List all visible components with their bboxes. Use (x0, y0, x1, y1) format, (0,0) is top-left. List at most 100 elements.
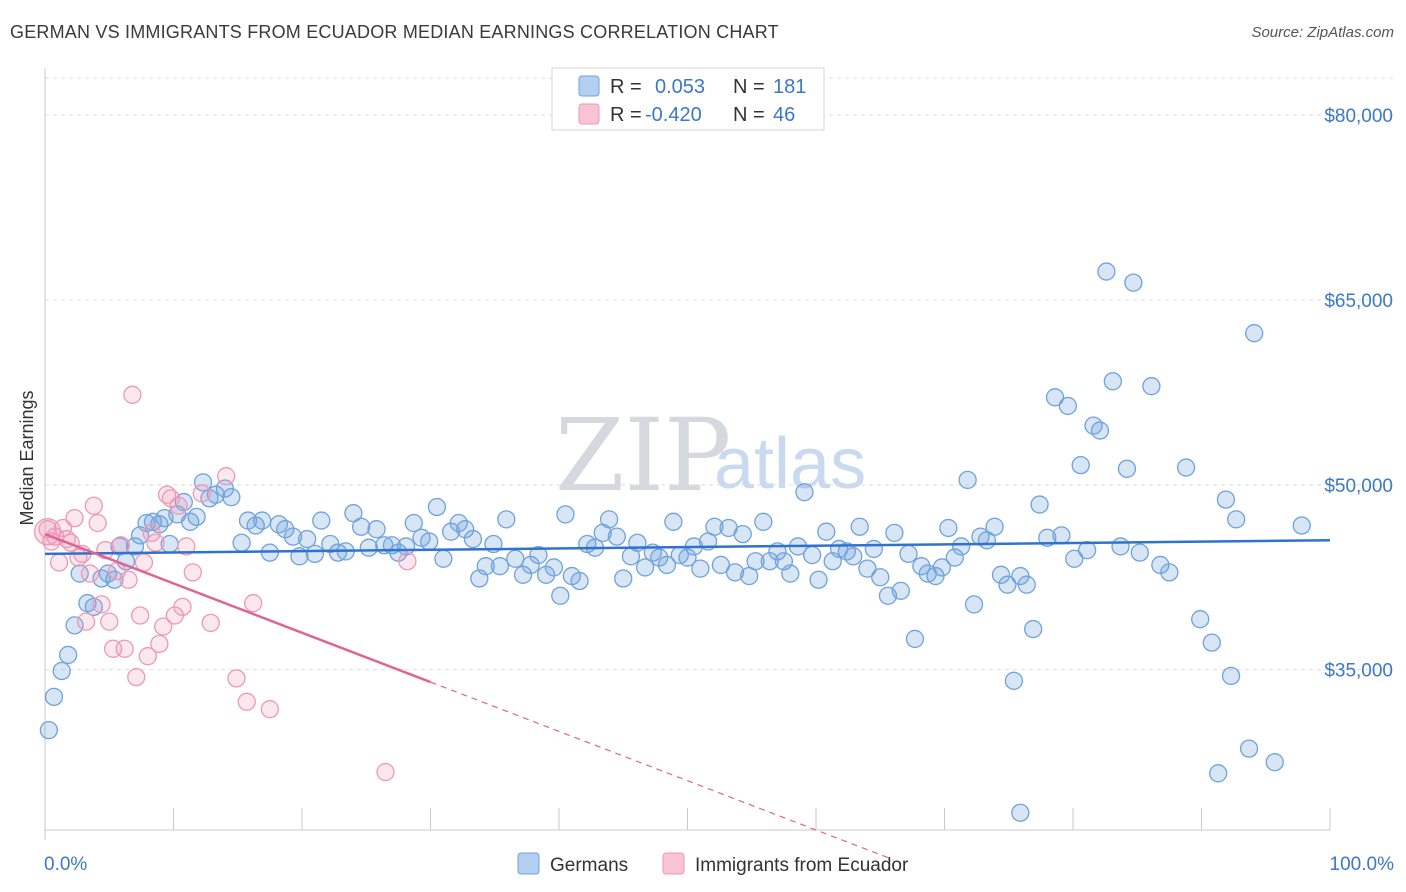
y-axis-label: Median Earnings (17, 390, 37, 525)
ecuador-point-4 (53, 518, 73, 538)
german-point-118 (871, 568, 890, 587)
german-point-108 (802, 545, 822, 565)
bottom-legend: Germans Immigrants from Ecuador (517, 852, 909, 876)
german-point-3 (58, 645, 78, 665)
ecuador-point-27 (142, 523, 161, 543)
ecuador-point-32 (161, 489, 181, 508)
german-point-142 (1030, 495, 1049, 514)
ecuador-point-10 (76, 612, 96, 631)
ecuador-point-38 (192, 484, 211, 503)
german-point-100 (746, 552, 765, 571)
german-point-72 (551, 586, 570, 605)
german-point-73 (556, 505, 575, 524)
legend-n-value-2: 46 (773, 104, 795, 126)
legend-r-label-2: R = (610, 104, 642, 126)
ecuador-point-24 (130, 606, 150, 625)
german-point-35 (276, 520, 295, 539)
german-point-130 (952, 537, 971, 556)
ecuador-point-28 (146, 533, 165, 552)
german-point-94 (705, 517, 724, 536)
ecuador-point-42 (237, 692, 256, 711)
x-max-label: 100.0% (1330, 854, 1395, 875)
german-point-105 (781, 564, 800, 583)
german-point-71 (544, 558, 564, 577)
ecuador-point-25 (134, 553, 154, 572)
bottom-legend-swatch-ecuador (662, 852, 685, 875)
ecuador-point-35 (173, 597, 192, 617)
ecuador-trend-line (44, 532, 431, 684)
legend: R = 0.053 N = 181 R = -0.420 N = 46 (551, 67, 825, 131)
german-point-79 (599, 510, 619, 529)
german-point-164 (1209, 764, 1228, 783)
ecuador-point-3 (49, 553, 69, 572)
ecuador-point-7 (65, 508, 84, 528)
watermark-atlas: atlas (714, 424, 866, 504)
german-point-87 (657, 555, 677, 575)
bottom-legend-ecuador: Immigrants from Ecuador (695, 855, 909, 876)
ecuador-point-30 (154, 617, 173, 636)
legend-n-label-2: N = (733, 104, 765, 126)
german-point-26 (206, 485, 226, 504)
german-point-136 (991, 565, 1011, 584)
legend-swatch-ecuador (578, 103, 600, 125)
ecuador-point-26 (138, 647, 157, 666)
german-point-65 (497, 510, 516, 529)
ecuador-point-19 (111, 536, 130, 555)
german-point-40 (312, 511, 331, 530)
german-point-86 (650, 548, 669, 567)
german-point-69 (529, 545, 548, 565)
german-point-38 (297, 529, 317, 549)
german-point-129 (945, 548, 964, 567)
german-point-127 (932, 558, 952, 577)
german-point-141 (1024, 619, 1043, 639)
y-tick-label-2: $65,000 (1324, 291, 1393, 312)
german-point-123 (905, 629, 925, 649)
german-point-70 (537, 565, 556, 584)
german-point-154 (1111, 537, 1130, 556)
german-point-167 (1227, 510, 1246, 529)
legend-r-label-1: R = (610, 76, 642, 98)
german-point-161 (1176, 458, 1196, 477)
german-point-169 (1245, 324, 1264, 343)
germans-trend-line (44, 539, 1331, 556)
german-point-120 (885, 523, 904, 543)
german-point-68 (521, 555, 540, 575)
german-point-28 (222, 487, 241, 507)
ecuador-point-39 (201, 613, 220, 633)
legend-n-value-1: 181 (773, 76, 806, 98)
german-point-0 (39, 720, 59, 740)
german-point-145 (1052, 526, 1071, 545)
german-point-107 (795, 483, 814, 502)
german-point-55 (427, 497, 447, 517)
german-point-114 (844, 547, 863, 566)
german-point-160 (1160, 563, 1179, 582)
german-point-39 (305, 544, 325, 564)
german-point-95 (711, 555, 731, 575)
german-point-52 (404, 513, 423, 533)
german-point-151 (1090, 421, 1110, 440)
german-point-109 (809, 570, 828, 589)
y-tick-label-3: $80,000 (1324, 106, 1393, 127)
ecuador-point-45 (376, 762, 395, 782)
ecuador-trend-extension (430, 681, 894, 861)
legend-r-value-2: -0.420 (645, 104, 702, 126)
german-point-45 (351, 517, 371, 536)
german-point-46 (359, 538, 378, 557)
german-point-29 (232, 533, 251, 552)
bottom-legend-germans: Germans (550, 855, 628, 876)
german-point-135 (985, 517, 1004, 536)
german-point-140 (1017, 575, 1036, 594)
german-point-131 (958, 470, 977, 490)
german-point-171 (1292, 516, 1311, 535)
german-point-54 (420, 532, 439, 551)
german-point-90 (678, 548, 697, 567)
ecuador-point-37 (183, 563, 202, 582)
german-point-42 (328, 543, 348, 562)
german-point-156 (1124, 273, 1143, 292)
gridlines (45, 77, 1395, 671)
ecuador-point-29 (150, 634, 169, 653)
german-point-162 (1191, 610, 1210, 629)
ecuador-points (33, 385, 417, 782)
german-point-1 (44, 687, 64, 707)
